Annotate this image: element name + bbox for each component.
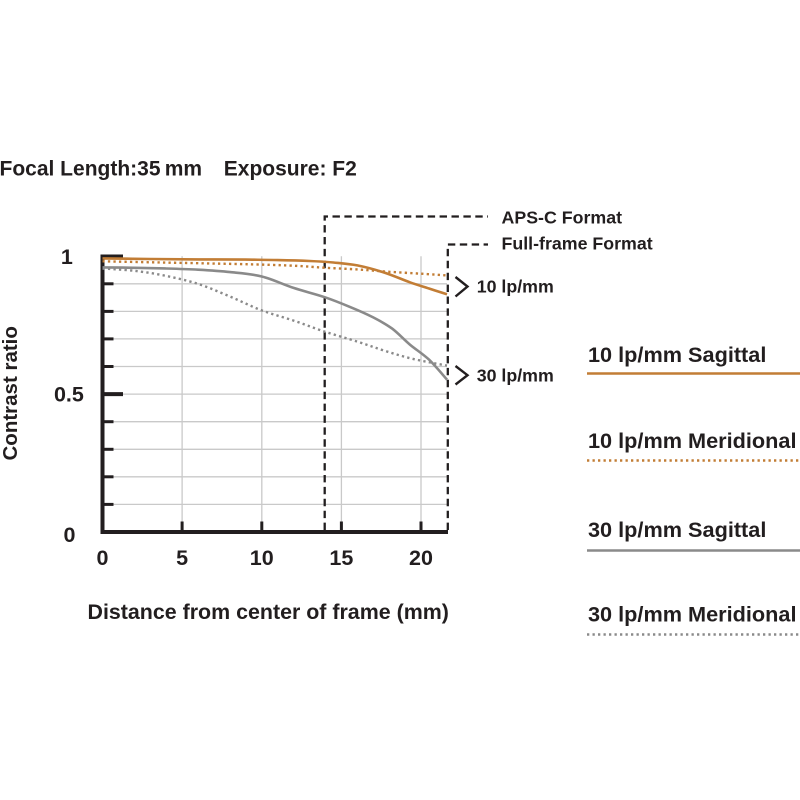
svg-text:Distance from center of frame: Distance from center of frame (mm) <box>88 600 449 624</box>
svg-text:Focal Length:35 mm Exposure: Focal Length:35 mm Exposure: F2 <box>0 157 357 180</box>
svg-text:10 lp/mm: 10 lp/mm <box>477 277 554 297</box>
svg-text:30 lp/mm: 30 lp/mm <box>477 366 554 386</box>
svg-text:30 lp/mm Sagittal: 30 lp/mm Sagittal <box>588 517 766 542</box>
svg-text:20: 20 <box>409 546 433 570</box>
svg-text:10: 10 <box>250 546 274 570</box>
svg-text:5: 5 <box>176 546 188 570</box>
svg-text:30 lp/mm Meridional: 30 lp/mm Meridional <box>588 602 797 627</box>
svg-text:1: 1 <box>61 245 73 269</box>
svg-text:APS-C Format: APS-C Format <box>502 208 623 228</box>
svg-text:Contrast ratio: Contrast ratio <box>0 326 22 460</box>
svg-text:10 lp/mm Sagittal: 10 lp/mm Sagittal <box>588 342 766 367</box>
svg-text:15: 15 <box>329 546 353 570</box>
svg-text:Full-frame Format: Full-frame Format <box>502 233 653 253</box>
svg-text:10 lp/mm Meridional: 10 lp/mm Meridional <box>588 428 797 453</box>
svg-text:0: 0 <box>97 546 109 570</box>
svg-text:0: 0 <box>64 523 76 547</box>
svg-text:0.5: 0.5 <box>54 383 84 407</box>
